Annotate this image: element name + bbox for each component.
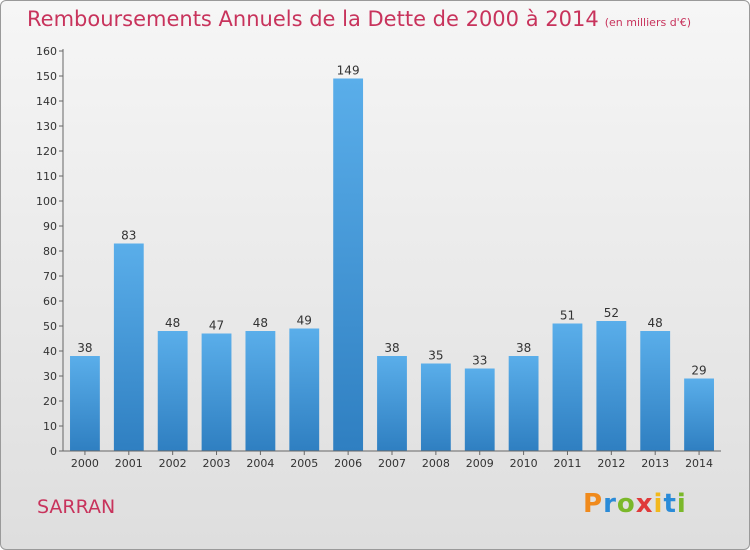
bar-2007 xyxy=(377,356,407,451)
x-tick-label: 2013 xyxy=(641,457,669,470)
chart-title-text: Remboursements Annuels de la Dette de 20… xyxy=(27,7,599,31)
data-label-2007: 38 xyxy=(384,341,399,355)
logo-letter: i xyxy=(653,489,664,519)
x-tick-label: 2007 xyxy=(378,457,406,470)
x-tick-label: 2005 xyxy=(290,457,318,470)
data-label-2006: 149 xyxy=(337,64,360,78)
data-label-2010: 38 xyxy=(516,341,531,355)
data-label-2003: 47 xyxy=(209,319,224,333)
y-tick-label: 80 xyxy=(43,245,57,258)
data-label-2012: 52 xyxy=(604,306,619,320)
x-tick-label: 2001 xyxy=(115,457,143,470)
y-tick-label: 60 xyxy=(43,295,57,308)
bar-2009 xyxy=(464,368,495,451)
x-tick-label: 2003 xyxy=(203,457,231,470)
bars-group: 38 83 48 47 48 49 149 38 35 33 38 51 52 48 29 xyxy=(70,64,714,451)
bar-2013 xyxy=(640,331,671,451)
chart-title: Remboursements Annuels de la Dette de 20… xyxy=(27,7,691,31)
proxiti-logo: Proxiti xyxy=(583,489,687,519)
bar-2006 xyxy=(333,78,364,451)
y-tick-label: 160 xyxy=(36,45,57,58)
bar-2000 xyxy=(70,356,100,451)
data-label-2000: 38 xyxy=(77,341,92,355)
y-tick-label: 140 xyxy=(36,95,57,108)
logo-letter: P xyxy=(583,489,604,519)
data-label-2008: 35 xyxy=(428,349,443,363)
data-label-2014: 29 xyxy=(691,364,706,378)
logo-letter: r xyxy=(603,489,617,519)
logo-letter: i xyxy=(676,489,687,519)
chart-unit-note: (en milliers d'€) xyxy=(604,16,691,29)
logo-letter: x xyxy=(635,489,654,519)
bar-2010 xyxy=(508,356,539,451)
x-tick-label: 2014 xyxy=(685,457,713,470)
bar-2011 xyxy=(552,323,583,451)
bar-2012 xyxy=(596,321,627,451)
x-tick-label: 2009 xyxy=(466,457,494,470)
data-label-2002: 48 xyxy=(165,316,180,330)
data-label-2013: 48 xyxy=(648,316,663,330)
y-tick-label: 10 xyxy=(43,420,57,433)
logo-letter: o xyxy=(616,489,636,519)
y-tick-label: 0 xyxy=(50,445,57,458)
y-tick-label: 130 xyxy=(36,120,57,133)
y-tick-label: 150 xyxy=(36,70,57,83)
data-label-2009: 33 xyxy=(472,354,487,368)
y-tick-label: 20 xyxy=(43,395,57,408)
y-tick-label: 100 xyxy=(36,195,57,208)
bar-2004 xyxy=(245,331,276,451)
y-tick-label: 90 xyxy=(43,220,57,233)
x-tick-label: 2000 xyxy=(71,457,99,470)
y-tick-label: 30 xyxy=(43,370,57,383)
bar-2008 xyxy=(420,363,451,451)
bar-2014 xyxy=(684,378,714,451)
bar-2005 xyxy=(289,328,320,451)
x-tick-label: 2002 xyxy=(159,457,187,470)
bar-2002 xyxy=(157,331,188,451)
y-tick-label: 120 xyxy=(36,145,57,158)
x-tick-label: 2004 xyxy=(246,457,274,470)
y-tick-label: 50 xyxy=(43,320,57,333)
x-tick-label: 2011 xyxy=(553,457,581,470)
x-tick-label: 2006 xyxy=(334,457,362,470)
logo-letter: t xyxy=(663,489,677,519)
commune-name: SARRAN xyxy=(37,496,116,518)
y-tick-label: 110 xyxy=(36,170,57,183)
axes-group: 0 10 20 30 40 50 60 70 80 90 100 110 120 130 140 150 160… xyxy=(36,45,721,470)
y-tick-label: 40 xyxy=(43,345,57,358)
data-label-2011: 51 xyxy=(560,309,575,323)
bar-2003 xyxy=(201,333,232,451)
data-label-2005: 49 xyxy=(297,314,312,328)
data-label-2004: 48 xyxy=(253,316,268,330)
y-tick-label: 70 xyxy=(43,270,57,283)
x-tick-label: 2012 xyxy=(597,457,625,470)
x-tick-label: 2010 xyxy=(510,457,538,470)
bar-2001 xyxy=(113,243,144,451)
x-tick-label: 2008 xyxy=(422,457,450,470)
data-label-2001: 83 xyxy=(121,229,136,243)
